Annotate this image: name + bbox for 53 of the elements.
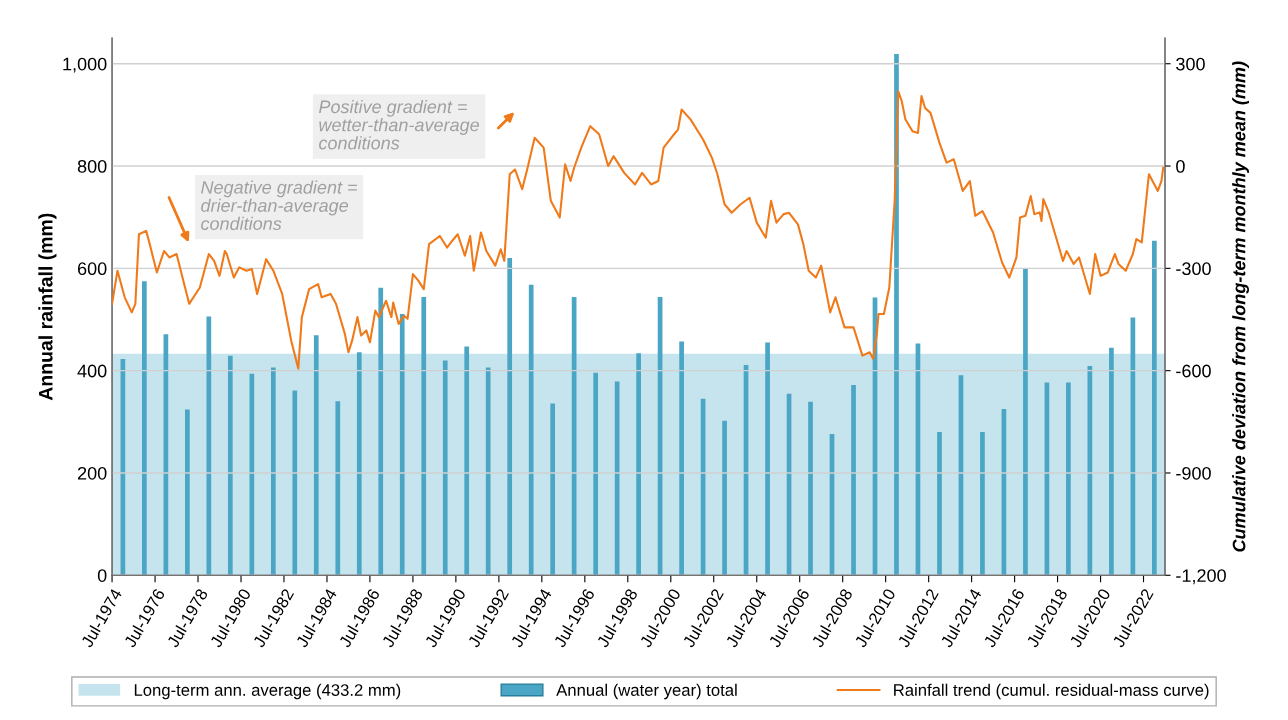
bar [851,384,856,576]
y2-tick-label: -900 [1176,466,1211,480]
bar [593,372,599,576]
bar [550,403,556,576]
y-tick-label: 800 [77,159,107,173]
y2-tick-label: 300 [1176,57,1205,71]
bar [270,367,276,576]
legend-label: Annual (water year) total [556,683,737,700]
y-tick-label: 400 [77,364,107,378]
bar [636,353,641,576]
bar [722,420,727,576]
bar [894,54,899,576]
bar [1109,347,1114,576]
annotation: Positive gradient = wetter-than-average conditions [318,99,480,150]
y2-tick-label: 0 [1176,159,1185,173]
bar [335,401,341,576]
bar [1151,240,1157,576]
annotation: Negative gradient = drier-than-average conditions [201,180,357,231]
y-tick-label: 0 [97,569,107,582]
bar [142,281,147,576]
bar [937,432,942,576]
bar [421,297,427,576]
bar [464,346,470,576]
y2-tick-label: -300 [1176,262,1211,276]
bar [808,401,813,576]
bar [765,342,770,576]
bar [1023,268,1028,576]
y-tick-label: 600 [77,262,107,276]
y2-axis-title: Cumulative deviation from long-term monthly mean (mm) [1232,61,1249,552]
bar [507,258,513,576]
legend-label: Long-term ann. average (433.2 mm) [134,683,401,700]
bar [292,390,298,576]
y2-tick-label: -1,200 [1176,569,1226,585]
bar [485,367,491,576]
bar [227,355,233,576]
y-tick-label: 1,000 [63,57,107,73]
bar [206,316,212,576]
y-tick-label: 200 [77,466,107,480]
bar [980,432,985,576]
bar [679,341,684,576]
bar [528,284,534,576]
bar [249,373,255,576]
y2-tick-label: -600 [1176,364,1211,378]
bar [1066,382,1071,576]
legend-label: Rainfall trend (cumul. residual-mass curve) [894,683,1209,700]
y-axis-title: Annual rainfall (mm) [38,213,57,401]
line-series [112,90,1165,370]
bar [356,352,362,576]
bar [378,287,384,576]
bar [399,313,405,576]
bar [313,335,319,576]
bar [442,360,448,576]
bar [185,409,190,576]
